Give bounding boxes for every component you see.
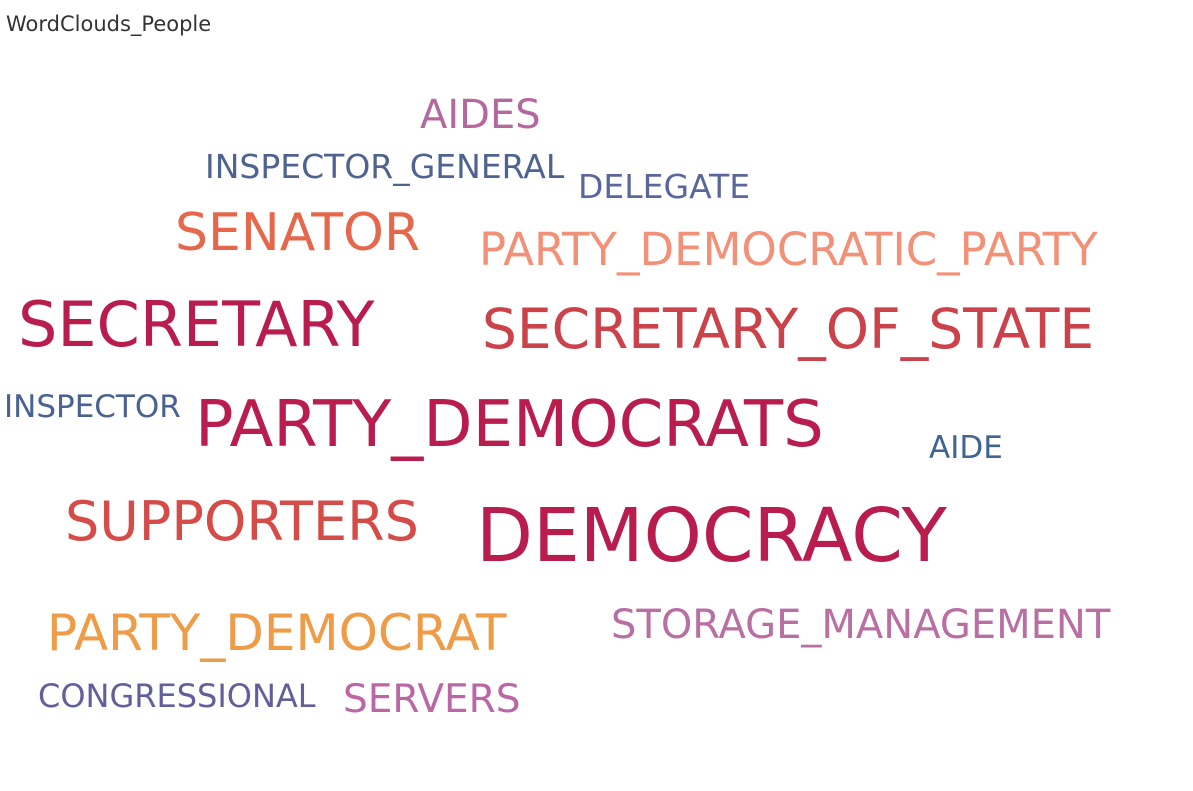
word-aide: AIDE [929,430,1003,466]
page-title: WordClouds_People [6,12,212,36]
word-secretary: SECRETARY [18,288,375,361]
word-party-democratic-party: PARTY_DEMOCRATIC_PARTY [479,223,1098,276]
word-servers: SERVERS [343,677,521,722]
word-party-democrat: PARTY_DEMOCRAT [47,604,507,662]
word-senator: SENATOR [175,203,421,263]
word-democracy: DEMOCRACY [476,493,947,579]
word-storage-management: STORAGE_MANAGEMENT [611,602,1111,648]
word-supporters: SUPPORTERS [65,490,419,553]
word-party-democrats: PARTY_DEMOCRATS [195,388,824,462]
word-aides: AIDES [420,92,541,138]
word-inspector-general: INSPECTOR_GENERAL [205,147,565,186]
word-inspector: INSPECTOR [4,389,181,425]
word-congressional: CONGRESSIONAL [38,677,316,715]
word-secretary-of-state: SECRETARY_OF_STATE [482,297,1095,361]
word-delegate: DELEGATE [578,167,751,206]
